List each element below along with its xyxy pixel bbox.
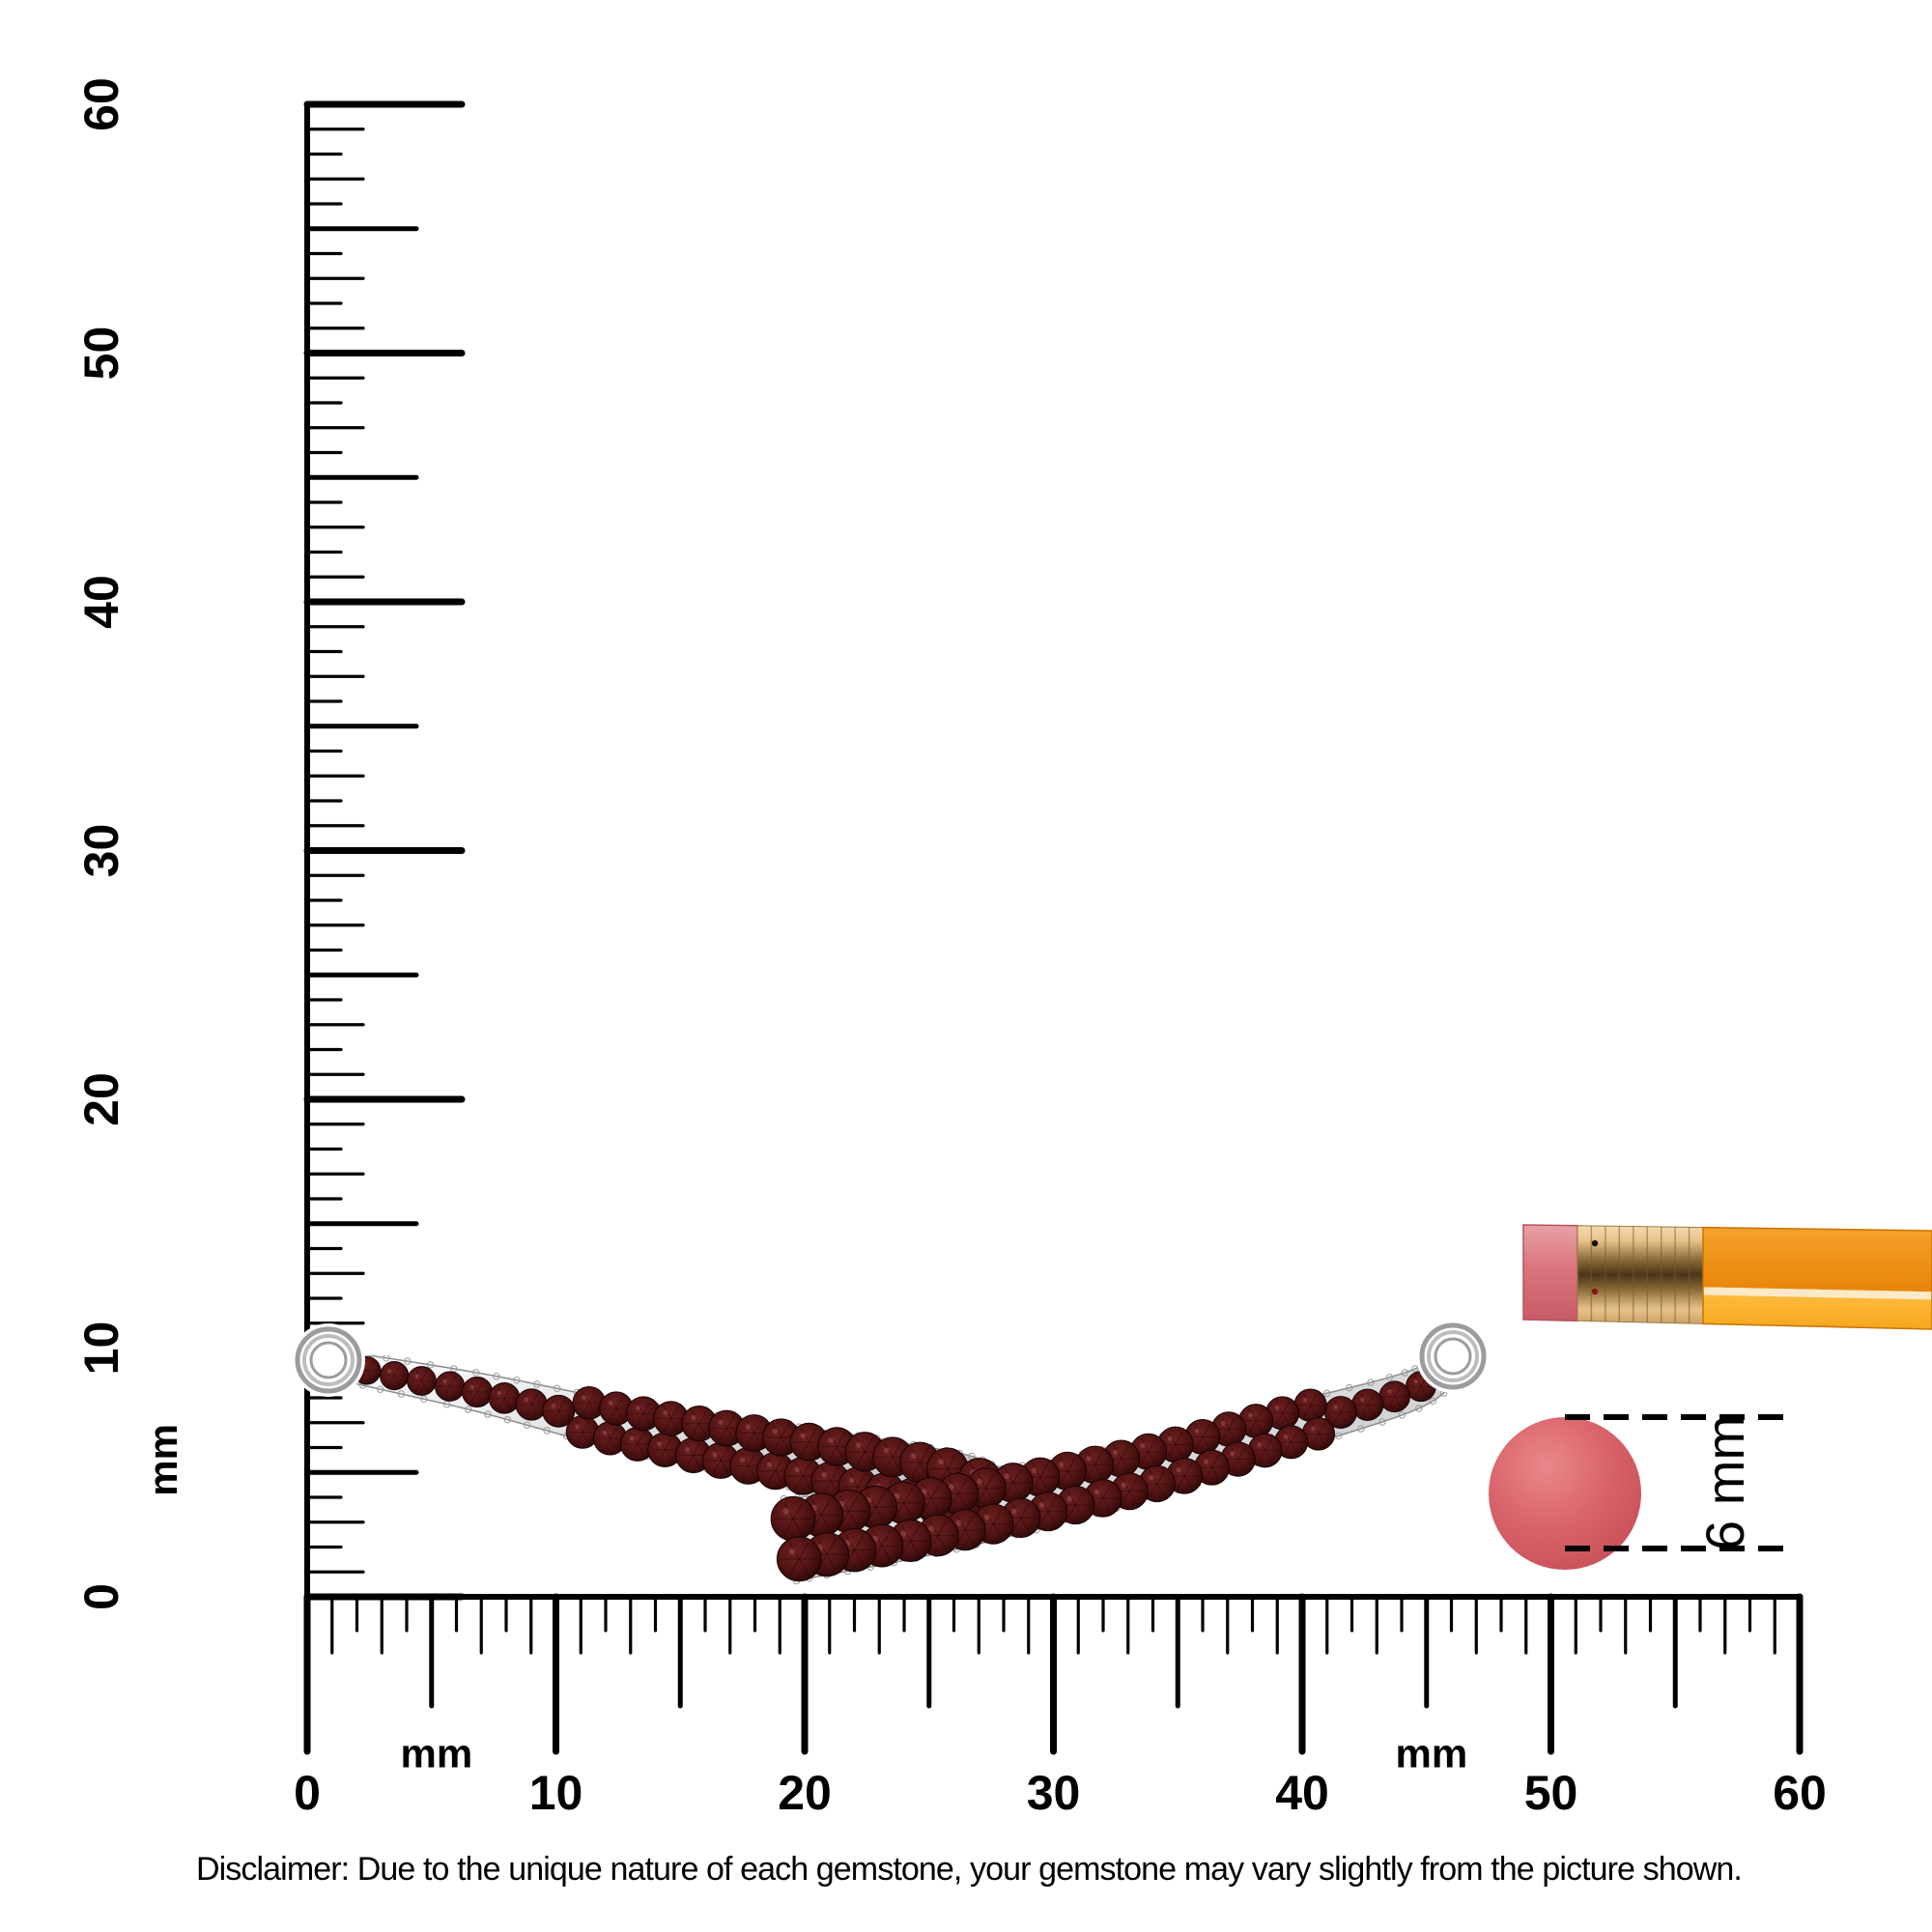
svg-text:20: 20 xyxy=(778,1766,832,1820)
svg-text:40: 40 xyxy=(74,575,128,629)
svg-text:30: 30 xyxy=(74,824,128,878)
svg-text:10: 10 xyxy=(74,1321,128,1376)
svg-text:30: 30 xyxy=(1027,1766,1081,1820)
svg-text:mm: mm xyxy=(401,1730,473,1776)
svg-text:mm: mm xyxy=(140,1424,185,1496)
svg-text:6 mm: 6 mm xyxy=(1694,1415,1755,1550)
svg-text:50: 50 xyxy=(1524,1766,1578,1820)
svg-text:60: 60 xyxy=(1773,1766,1827,1820)
svg-text:mm: mm xyxy=(1396,1730,1468,1776)
svg-text:40: 40 xyxy=(1275,1766,1329,1820)
svg-text:10: 10 xyxy=(529,1766,583,1820)
svg-text:20: 20 xyxy=(74,1072,128,1126)
svg-text:0: 0 xyxy=(294,1766,321,1820)
svg-text:60: 60 xyxy=(74,77,128,131)
svg-text:50: 50 xyxy=(74,327,128,381)
svg-text:0: 0 xyxy=(74,1583,128,1610)
